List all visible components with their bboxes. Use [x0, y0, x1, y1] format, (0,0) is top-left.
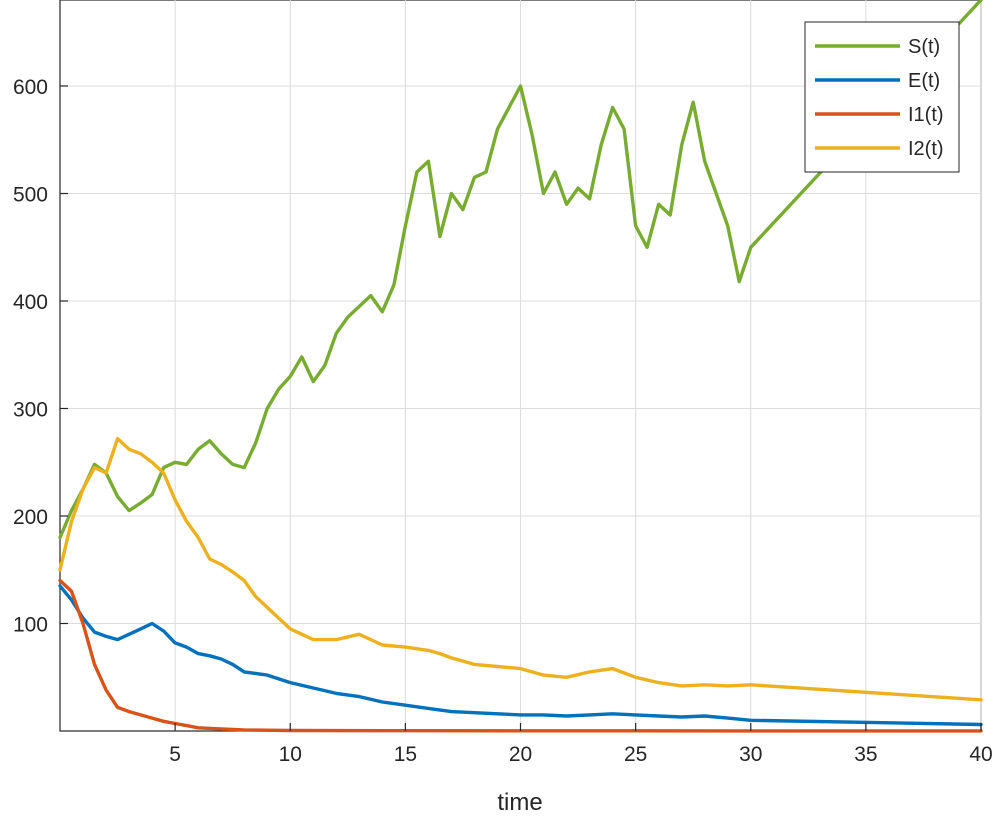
- series-line-1: [58, 584, 983, 727]
- x-tick-label: 25: [624, 743, 647, 766]
- x-tick-label: 20: [509, 743, 532, 766]
- y-tick-label: 100: [13, 614, 48, 637]
- data-series: [58, 0, 983, 733]
- y-tick-label: 400: [13, 291, 48, 314]
- legend-label-3: I2(t): [908, 138, 944, 160]
- x-tick-label: 15: [394, 743, 417, 766]
- legend-label-2: I1(t): [908, 104, 944, 126]
- legend-label-1: E(t): [908, 70, 940, 92]
- series-line-2: [58, 578, 983, 733]
- y-tick-label: 600: [13, 76, 48, 99]
- series-line-0: [58, 0, 983, 540]
- y-tick-label: 200: [13, 506, 48, 529]
- x-tick-label: 10: [279, 743, 302, 766]
- y-tick-label: 300: [13, 399, 48, 422]
- axis-ticks: 5 10 15 20 25 30 35 40 100 200 300 400 500 600: [13, 76, 993, 766]
- x-tick-label: 40: [969, 743, 992, 766]
- y-tick-label: 500: [13, 184, 48, 207]
- x-tick-label: 35: [854, 743, 877, 766]
- x-tick-label: 30: [739, 743, 762, 766]
- series-line-3: [58, 436, 983, 702]
- x-axis-title: time: [497, 789, 542, 816]
- legend-label-0: S(t): [908, 36, 940, 58]
- legend: S(t) E(t) I1(t) I2(t): [804, 21, 960, 173]
- x-tick-label: 5: [169, 743, 181, 766]
